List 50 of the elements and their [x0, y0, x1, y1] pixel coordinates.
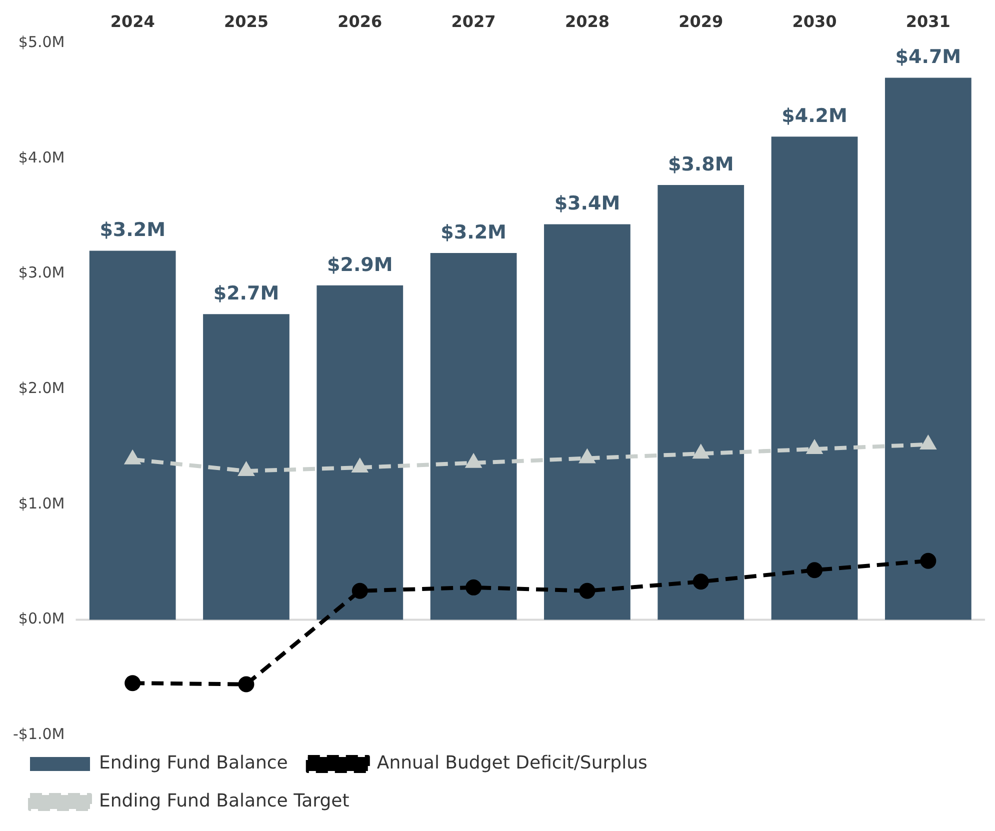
x-tick-label: 2028 — [564, 12, 610, 31]
point — [920, 436, 936, 450]
x-tick-label: 2025 — [224, 12, 268, 31]
bar — [658, 185, 744, 620]
point — [579, 582, 596, 599]
y-tick-label: $1.0M — [18, 494, 65, 512]
data-label: $3.2M — [100, 219, 166, 242]
point — [807, 441, 822, 454]
point — [692, 574, 709, 590]
point — [466, 579, 482, 596]
x-tick-label: 2029 — [678, 12, 724, 31]
legend-label: Ending Fund Balance Target — [99, 790, 350, 812]
x-tick-label: 2027 — [451, 12, 496, 31]
point — [466, 454, 481, 468]
y-tick-label: $0.0M — [18, 610, 65, 628]
bar — [203, 314, 290, 620]
point — [694, 446, 708, 459]
bar — [316, 285, 404, 620]
point — [920, 552, 936, 569]
y-tick-label: $2.0M — [18, 378, 65, 397]
point — [806, 562, 823, 578]
data-label: $2.9M — [326, 254, 393, 276]
y-tick-label: $5.0M — [18, 33, 65, 52]
x-tick-label: 2026 — [338, 12, 382, 31]
data-label: $3.2M — [440, 221, 506, 244]
y-tick-label: $3.0M — [18, 264, 65, 282]
x-tick-label: 2031 — [906, 12, 950, 31]
point — [352, 582, 368, 599]
y-tick-label: $4.0M — [18, 148, 65, 166]
bar — [430, 253, 517, 620]
point — [352, 460, 368, 473]
legend-label: Ending Fund Balance — [99, 752, 288, 774]
data-label: $3.4M — [554, 192, 620, 215]
data-label: $4.2M — [782, 105, 848, 128]
x-tick-label: 2030 — [792, 12, 837, 31]
bar — [884, 78, 972, 620]
legend-label: Annual Budget Deficit/Surplus — [376, 752, 648, 774]
point — [239, 462, 254, 476]
point — [125, 451, 140, 464]
bar — [89, 250, 176, 620]
point — [580, 450, 594, 464]
data-label: $3.8M — [668, 153, 734, 176]
point — [124, 675, 141, 692]
data-label: $2.7M — [213, 282, 280, 305]
y-tick-label: -$1.0M — [12, 724, 65, 743]
point — [238, 676, 254, 692]
x-tick-label: 2024 — [110, 12, 155, 31]
bar — [544, 224, 630, 620]
data-label: $4.7M — [895, 46, 962, 68]
bar — [771, 136, 858, 620]
